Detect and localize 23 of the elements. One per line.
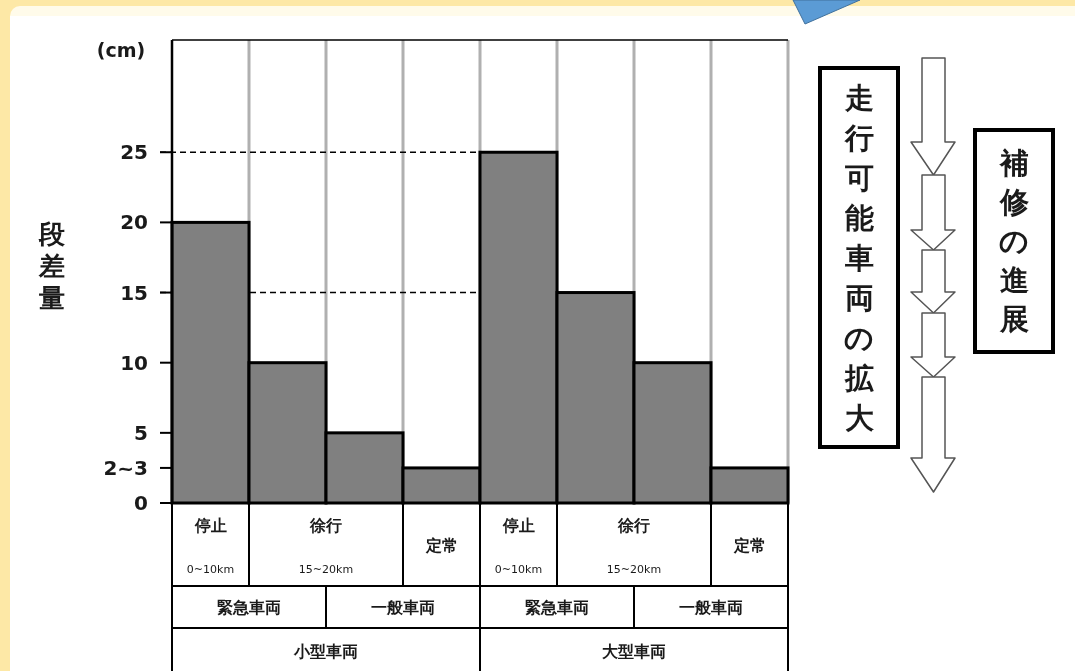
ytick-label: 0: [134, 491, 148, 515]
ytick-label: 10: [120, 350, 148, 375]
annotation: 走行可能車両の拡大: [844, 80, 874, 435]
category-group-label: 緊急車両: [525, 598, 589, 617]
category-group-label: 大型車両: [602, 642, 666, 661]
category-group-label: 徐行 15~20km: [298, 516, 354, 576]
ytick-label: 2~3: [103, 455, 148, 480]
category-group-label: 徐行 15~20km: [606, 516, 662, 576]
unit-label: (cm): [96, 39, 146, 61]
annotation: 補修の進展: [999, 146, 1029, 337]
ytick-label: 25: [120, 140, 148, 165]
category-label: 定常: [733, 535, 766, 555]
category-label: 停止 0~10km: [186, 516, 235, 576]
category-group-label: 一般車両: [371, 598, 435, 617]
ytick-label: 20: [120, 210, 148, 235]
ylabel: 段差量: [39, 219, 65, 314]
category-group-label: 一般車両: [679, 598, 743, 617]
category-group-label: 緊急車両: [217, 598, 281, 617]
category-group-label: 小型車両: [294, 642, 358, 661]
category-label: 定常: [425, 535, 458, 555]
ytick-label: 5: [134, 420, 148, 445]
category-label: 停止 0~10km: [494, 516, 543, 576]
ytick-label: 15: [120, 280, 148, 305]
